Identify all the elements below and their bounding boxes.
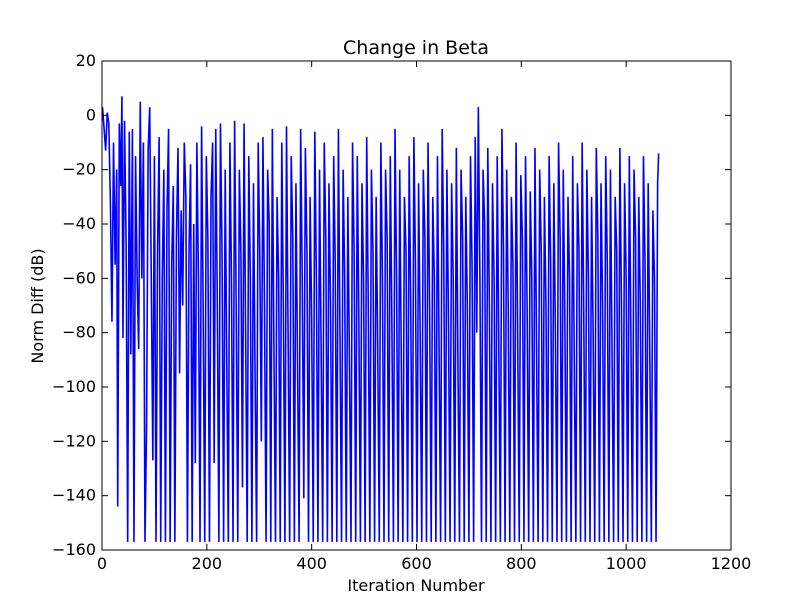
data-layer [101, 96, 660, 542]
x-tick-label: 1200 [711, 554, 752, 573]
y-tick-label: −160 [52, 540, 96, 559]
y-tick-label: −120 [52, 431, 96, 450]
y-axis-label: Norm Diff (dB) [28, 248, 47, 363]
y-tick-label: −100 [52, 377, 96, 396]
x-axis-label: Iteration Number [347, 576, 485, 595]
x-tick-label: 1000 [606, 554, 647, 573]
ticks-layer: 0 200 400 600 800 1000 1200200−20−40−60−80−100… [52, 51, 751, 573]
y-tick-label: −40 [62, 214, 96, 233]
y-tick-label: −80 [62, 323, 96, 342]
x-tick-label: 0 [97, 554, 107, 573]
chart-title: Change in Beta [343, 37, 489, 59]
x-tick-label: 200 [192, 554, 223, 573]
y-tick-label: 20 [76, 51, 96, 70]
y-tick-label: −60 [62, 268, 96, 287]
x-tick-label: 600 [401, 554, 432, 573]
y-tick-label: −20 [62, 160, 96, 179]
y-tick-label: −140 [52, 486, 96, 505]
x-tick-label: 400 [296, 554, 327, 573]
x-tick-label: 800 [506, 554, 537, 573]
series-line [101, 96, 660, 542]
plot-frame [101, 60, 732, 551]
y-tick-label: 0 [86, 105, 96, 124]
